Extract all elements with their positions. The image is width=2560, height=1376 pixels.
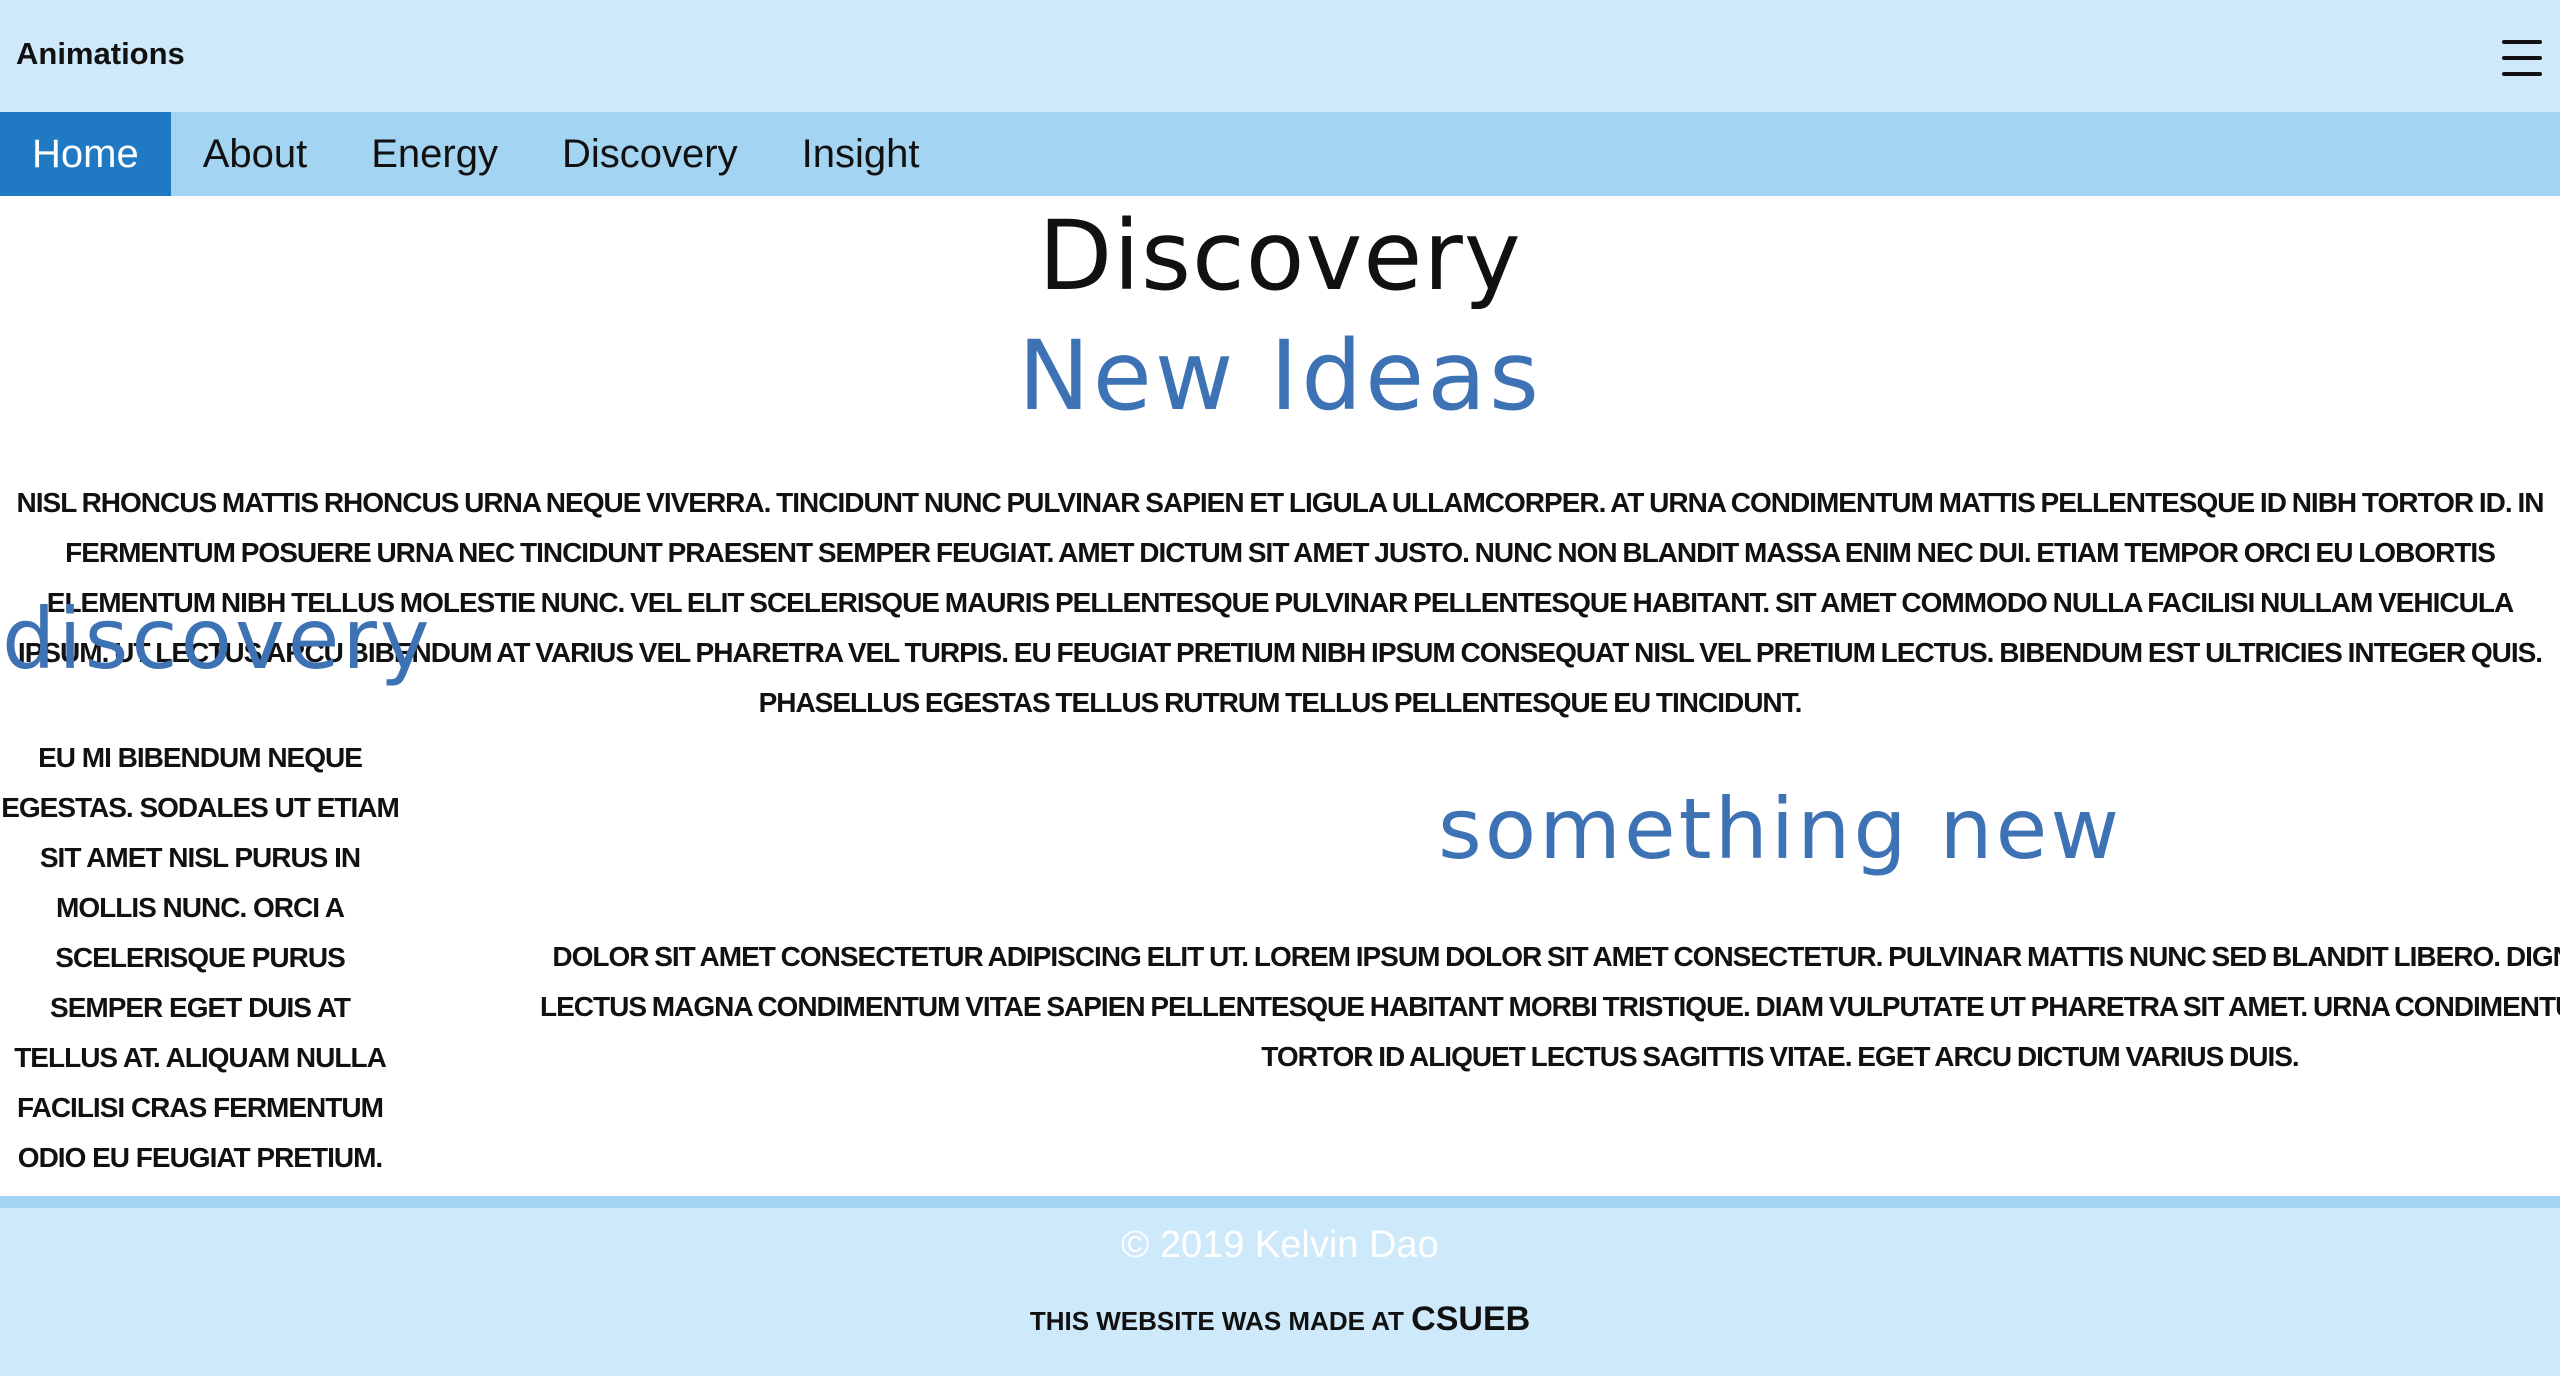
nav-item-discovery[interactable]: Discovery (561, 131, 738, 176)
nav-item-energy[interactable]: Energy (371, 131, 498, 176)
page-title: Discovery (1038, 200, 1522, 312)
hamburger-line (2502, 56, 2542, 60)
discovery-paragraph: Eu mi bibendum neque egestas. Sodales ut… (1, 742, 400, 1201)
nav-item-home[interactable]: Home (0, 112, 171, 196)
copyright-text: © 2019 Kelvin Dao (1121, 1224, 1439, 1266)
something-new-heading: something new (1437, 780, 2123, 878)
main-nav: Home About Energy Discovery Insight (0, 112, 2560, 196)
hamburger-line (2502, 40, 2542, 44)
made-at-org: CSUEB (1411, 1300, 1531, 1338)
made-at-prefix: This website was made at (1029, 1306, 1404, 1336)
nav-item-about[interactable]: About (202, 131, 308, 176)
hamburger-line (2502, 72, 2542, 76)
footer: © 2019 Kelvin Dao This website was made … (0, 1196, 2560, 1376)
made-at-text: This website was made at CSUEB (0, 1300, 2560, 1339)
top-header: Animations (0, 0, 2560, 112)
discovery-heading: discovery (2, 590, 433, 688)
intro-paragraph: Nisl rhoncus mattis rhoncus urna neque v… (16, 487, 2545, 718)
nav-item-insight[interactable]: Insight (801, 131, 920, 176)
page-subtitle: New Ideas (1017, 320, 1543, 432)
something-new-paragraph: Dolor sit amet consectetur adipiscing el… (540, 941, 2560, 1072)
hamburger-menu-icon[interactable] (2502, 40, 2542, 76)
brand-title[interactable]: Animations (16, 36, 185, 71)
